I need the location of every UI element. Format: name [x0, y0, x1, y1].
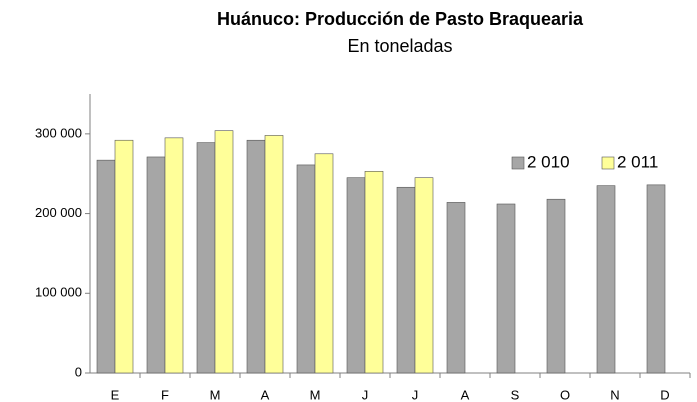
bar	[414, 177, 434, 374]
bar	[196, 142, 216, 374]
bar	[146, 156, 166, 374]
x-tick-label: J	[412, 387, 419, 402]
legend-swatch	[511, 156, 525, 170]
bar	[364, 171, 384, 374]
bar	[496, 203, 516, 374]
bar	[264, 135, 284, 374]
bar	[96, 159, 116, 374]
bar	[546, 198, 566, 374]
bar	[296, 164, 316, 374]
x-tick-label: S	[511, 387, 520, 402]
legend-label: 2 010	[527, 152, 570, 171]
x-tick-label: D	[660, 387, 669, 402]
y-tick-label: 300 000	[35, 125, 82, 140]
y-tick-label: 100 000	[35, 285, 82, 300]
x-tick-label: A	[261, 387, 270, 402]
x-tick-label: M	[310, 387, 321, 402]
x-tick-label: O	[560, 387, 570, 402]
bar	[246, 139, 266, 374]
x-tick-label: F	[161, 387, 169, 402]
bar	[646, 184, 666, 374]
chart-title: Huánuco: Producción de Pasto Braquearia	[217, 9, 584, 29]
bar	[396, 186, 416, 374]
bar	[596, 185, 616, 374]
bar	[164, 137, 184, 374]
x-tick-label: M	[210, 387, 221, 402]
legend-label: 2 011	[617, 152, 658, 171]
y-tick-label: 0	[75, 364, 82, 379]
y-tick-label: 200 000	[35, 205, 82, 220]
x-tick-label: J	[362, 387, 369, 402]
x-tick-label: N	[610, 387, 619, 402]
bar	[214, 130, 234, 374]
bar	[346, 177, 366, 374]
bar	[446, 202, 466, 374]
bar	[114, 139, 134, 374]
legend-swatch	[601, 156, 615, 170]
bar	[314, 153, 334, 374]
x-tick-label: A	[461, 387, 470, 402]
x-tick-label: E	[111, 387, 120, 402]
chart-subtitle: En toneladas	[347, 36, 452, 56]
